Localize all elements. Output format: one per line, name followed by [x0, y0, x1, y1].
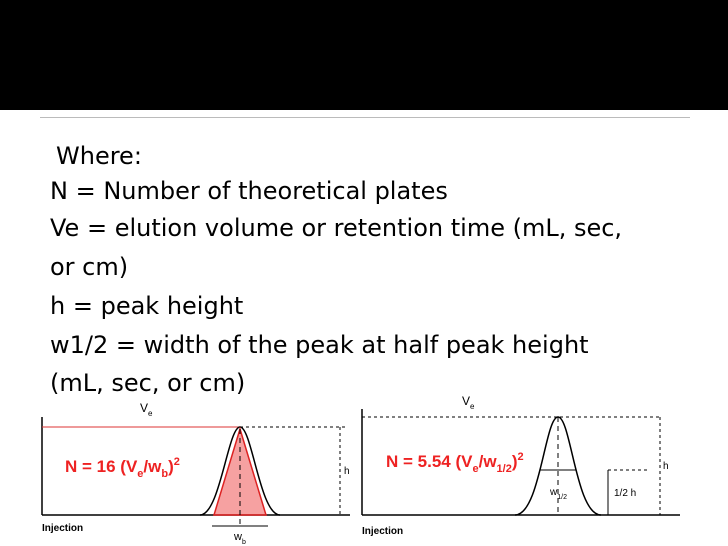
text-line: (mL, sec, or cm)	[50, 369, 246, 397]
label: h	[344, 466, 350, 477]
text-line: or cm)	[50, 253, 129, 281]
text-line: w1/2 = width of the peak at half peak he…	[50, 331, 589, 359]
divider	[40, 117, 690, 118]
label: Ve	[462, 395, 475, 411]
text-line: N = Number of theoretical plates	[50, 177, 448, 205]
label: w1/2	[549, 487, 567, 501]
formula: N = 5.54 (Ve/w1/2)2	[386, 451, 524, 475]
text-line: Where:	[56, 142, 142, 170]
text-line: Ve = elution volume or retention time (m…	[50, 214, 623, 242]
label: h	[663, 461, 669, 472]
title-band	[0, 0, 728, 110]
text-line: h = peak height	[50, 292, 244, 320]
label: Injection	[362, 526, 403, 537]
label: wb	[233, 531, 246, 546]
left-diagram: Ve N = 16 (Ve/wb)2 h Injection wb	[41, 401, 350, 546]
label: Ve	[140, 401, 153, 418]
label: 1/2 h	[614, 488, 636, 499]
label: Injection	[42, 523, 83, 534]
right-diagram: Ve N = 5.54 (Ve/w1/2)2 h w1/2 1/2 h Inje…	[361, 395, 680, 537]
diagrams: Ve N = 16 (Ve/wb)2 h Injection wb Ve N =…	[41, 395, 680, 546]
formula: N = 16 (Ve/wb)2	[65, 456, 180, 480]
